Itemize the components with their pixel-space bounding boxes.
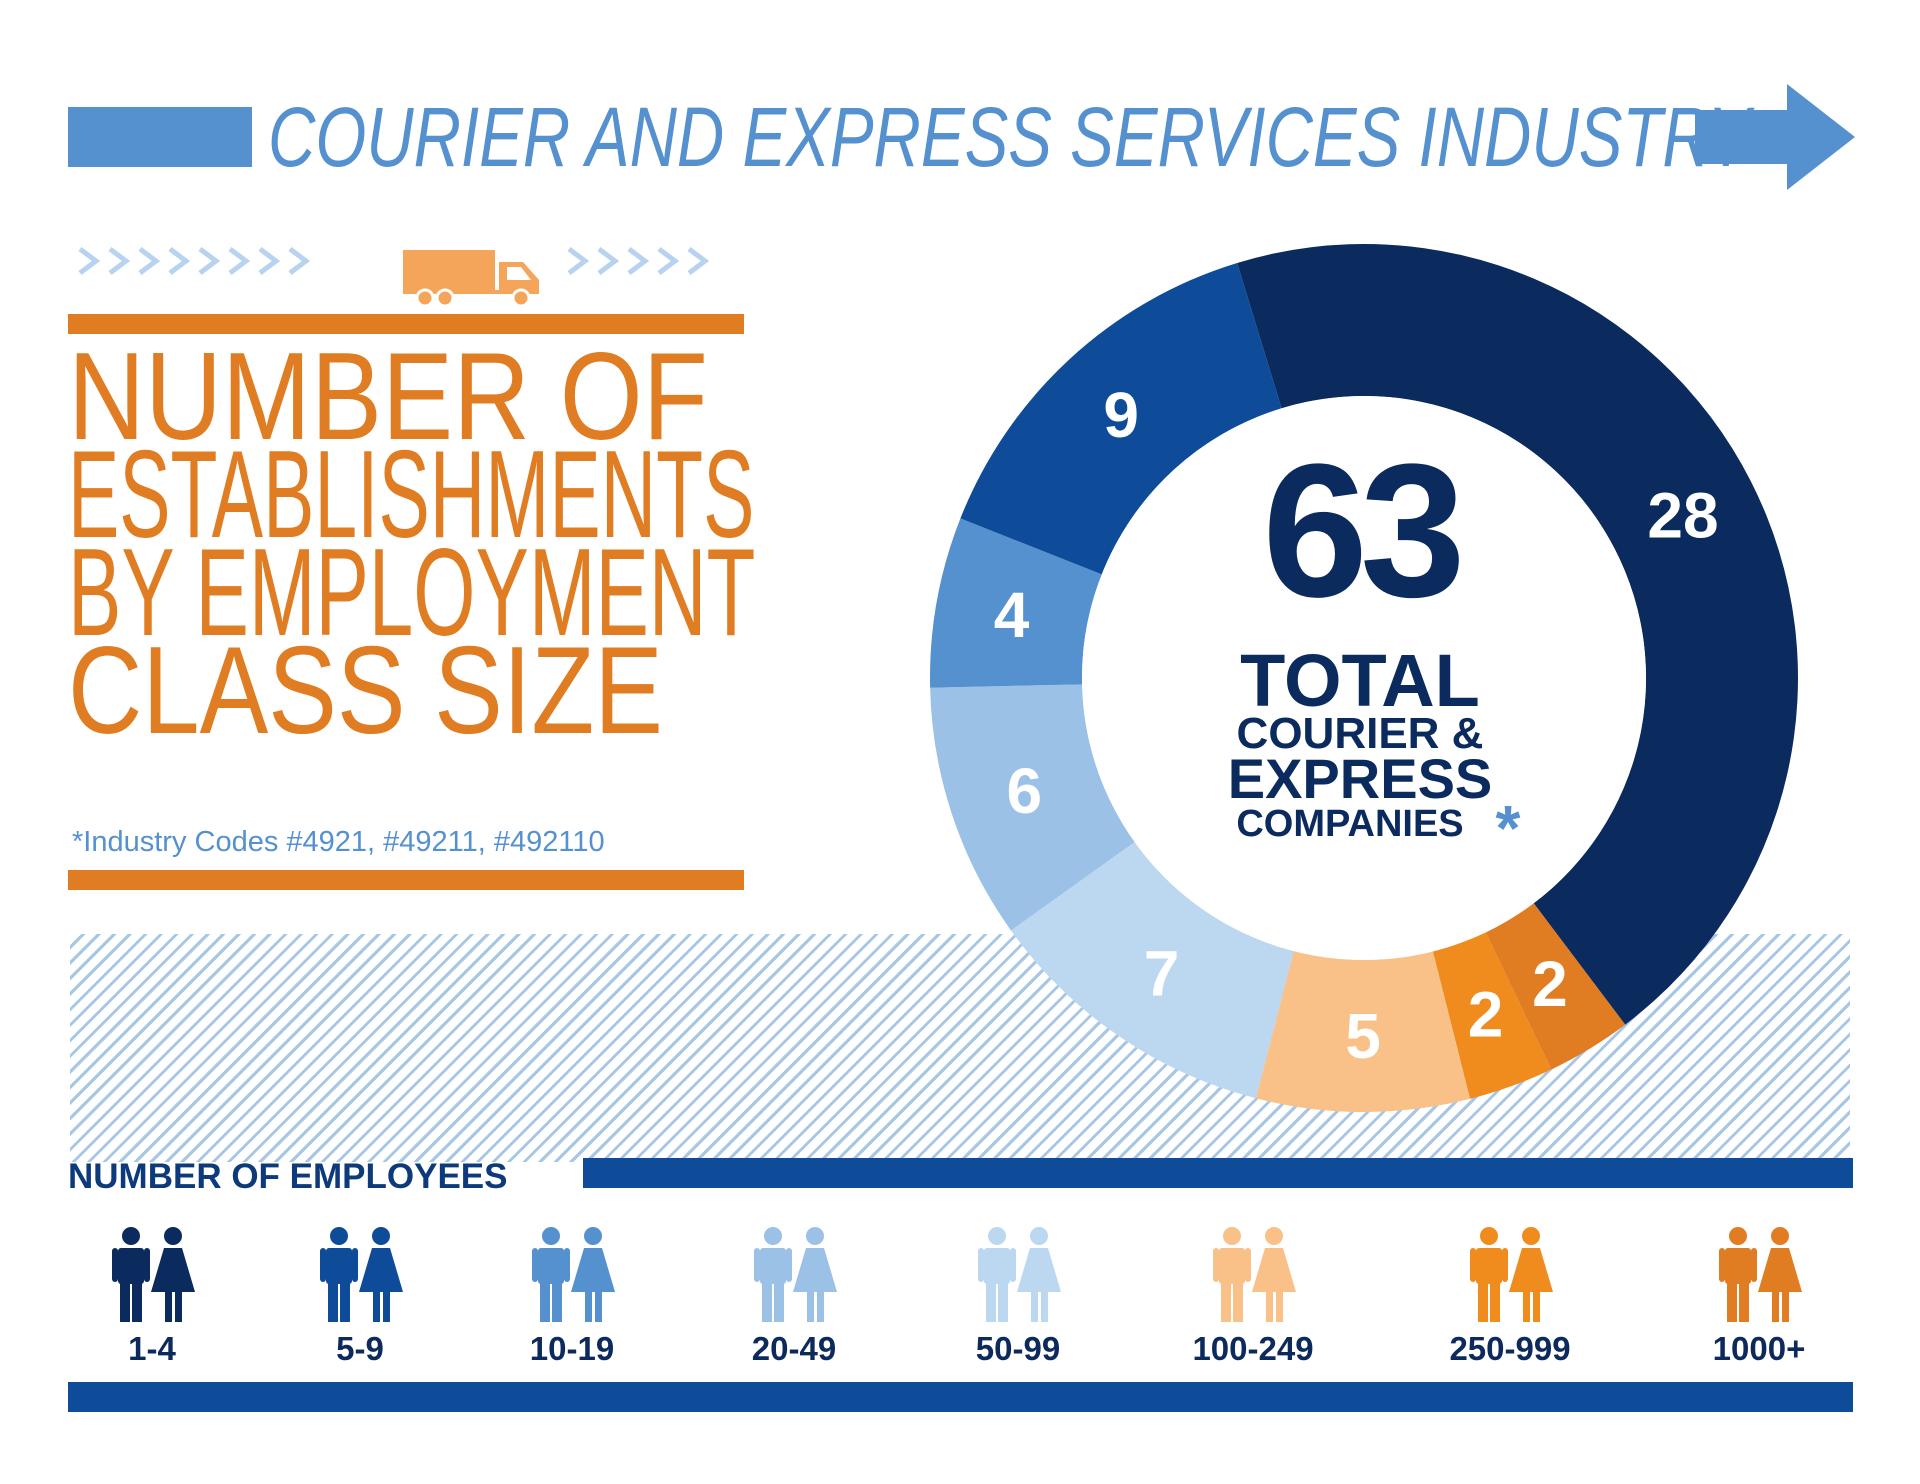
center-line-2: COURIER & [1237, 709, 1484, 758]
chevron-right-icon [198, 247, 221, 275]
people-icon [754, 1227, 837, 1322]
chevron-right-icon [108, 247, 131, 275]
donut-slice-20-49 [930, 684, 1135, 931]
employee-class-label: 50-99 [975, 1330, 1061, 1367]
donut-slice-label: 4 [994, 579, 1030, 651]
people-icon [320, 1227, 403, 1322]
chevron-right-icon [228, 247, 251, 275]
people-icon [1213, 1227, 1296, 1322]
headline-line-4: CLASS SIZE [68, 622, 663, 760]
total-label: TOTAL [1240, 639, 1480, 722]
headline-line-1: NUMBER OF [68, 328, 708, 466]
donut-slice-100-249 [1255, 951, 1471, 1112]
chevron-right-icon [597, 247, 620, 275]
employees-title: NUMBER OF EMPLOYEES [68, 1157, 508, 1196]
donut-slice-250-999 [1432, 932, 1552, 1099]
chevron-right-icon [78, 247, 101, 275]
total-count: 63 [1262, 425, 1459, 637]
employee-class-1-4: 1-4 [67, 1226, 237, 1367]
people-icon [1719, 1227, 1802, 1322]
arrow-right-icon [1695, 84, 1855, 190]
employee-class-label: 1000+ [1712, 1330, 1806, 1367]
industry-codes-footnote: *Industry Codes #4921, #49211, #492110 [72, 826, 605, 858]
employee-class-250-999: 250-999 [1425, 1226, 1595, 1367]
employee-class-1000+: 1000+ [1674, 1226, 1844, 1367]
orange-rule-bottom [68, 870, 744, 890]
employees-rule-bottom [68, 1382, 1853, 1412]
asterisk-icon: * [1496, 792, 1521, 864]
donut-slice-10-19 [930, 518, 1102, 688]
people-icon [978, 1227, 1061, 1322]
donut-slice-label: 5 [1345, 1000, 1381, 1072]
employee-class-label: 250-999 [1449, 1330, 1571, 1367]
employee-class-50-99: 50-99 [933, 1226, 1103, 1367]
employee-class-label: 100-249 [1192, 1330, 1314, 1367]
employee-class-100-249: 100-249 [1168, 1226, 1338, 1367]
people-icon [112, 1227, 195, 1322]
chevron-right-icon [258, 247, 281, 275]
donut-slice-label: 6 [1007, 755, 1043, 827]
employee-class-10-19: 10-19 [487, 1226, 657, 1367]
donut-slice-50-99 [1010, 842, 1294, 1099]
donut-chart: 28 22 5 7 6 4 9 63 TOTAL COURIER & EXPRESS COM… [930, 244, 1798, 1112]
donut-slice-label: 28 [1647, 479, 1718, 551]
header-bar-left [68, 107, 252, 167]
truck-icon [403, 250, 539, 306]
chevron-right-icon [657, 247, 680, 275]
people-icon [1470, 1227, 1553, 1322]
headline: NUMBER OF ESTABLISHMENTS BY EMPLOYMENT C… [68, 328, 755, 760]
donut-slice-label: 9 [1103, 379, 1139, 451]
chevron-right-icon [168, 247, 191, 275]
donut-slice-5-9 [960, 262, 1282, 575]
center-line-3: EXPRESS [1228, 747, 1493, 810]
chevron-right-icon [288, 247, 311, 275]
chevron-right-icon [138, 247, 161, 275]
chevron-row-right [565, 246, 865, 296]
donut-slice-1-4 [1237, 244, 1798, 1025]
employee-class-label: 1-4 [128, 1330, 176, 1367]
people-icon [532, 1227, 615, 1322]
employee-class-20-49: 20-49 [709, 1226, 879, 1367]
chevron-right-icon [687, 247, 710, 275]
chevron-right-icon [567, 247, 590, 275]
employee-class-5-9: 5-9 [275, 1226, 445, 1367]
orange-rule-top [68, 314, 744, 334]
donut-center [1082, 396, 1646, 960]
donut-slice-label: 2 [1532, 948, 1568, 1020]
employee-class-label: 20-49 [751, 1330, 837, 1367]
donut-slice-1000+ [1485, 903, 1626, 1070]
chevron-row-left [76, 246, 376, 296]
chevron-right-icon [627, 247, 650, 275]
donut-slice-label: 2 [1468, 979, 1504, 1051]
employees-rule-top [583, 1158, 1853, 1188]
employee-class-label: 5-9 [336, 1330, 384, 1367]
employee-class-label: 10-19 [529, 1330, 615, 1367]
donut-slice-label: 7 [1144, 937, 1180, 1009]
page-title: COURIER AND EXPRESS SERVICES INDUSTRY [268, 90, 1751, 184]
center-line-4: COMPANIES [1236, 803, 1463, 845]
